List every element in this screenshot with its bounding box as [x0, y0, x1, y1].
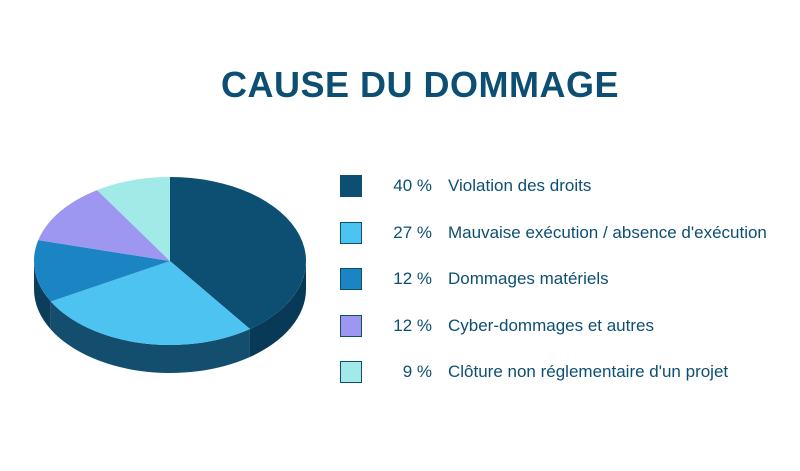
pie-slice	[97, 177, 170, 261]
legend-item: 40 % Violation des droits	[340, 171, 767, 201]
legend-swatch	[340, 268, 362, 290]
chart-title: CAUSE DU DOMMAGE	[220, 64, 619, 105]
pie-slice	[33, 240, 171, 302]
legend-item: 27 % Mauvaise exécution / absence d'exéc…	[340, 218, 767, 248]
legend-label: Cyber-dommages et autres	[448, 315, 654, 335]
legend-percent: 9 %	[402, 362, 432, 381]
pie-sides	[34, 261, 306, 374]
legend-label: Mauvaise exécution / absence d'exécution	[448, 222, 767, 242]
legend-swatch	[340, 221, 362, 244]
legend-percent: 12 %	[393, 315, 432, 335]
legend-item: 12 % Cyber-dommages et autres	[340, 311, 767, 341]
legend-label: Violation des droits	[448, 176, 592, 195]
legend-item: 12 % Dommages matériels	[340, 264, 767, 294]
legend-swatch	[340, 314, 362, 337]
pie-slice-side	[249, 261, 306, 357]
legend: 40 % Violation des droits 27 % Mauvaise …	[340, 171, 767, 404]
pie-slice-side	[50, 301, 250, 374]
pie-slice	[38, 190, 170, 261]
legend-percent: 40 %	[393, 176, 432, 195]
legend-swatch	[340, 175, 362, 197]
pie-slice	[50, 261, 250, 346]
legend-percent: 27 %	[393, 222, 432, 242]
legend-label: Clôture non réglementaire d'un projet	[448, 362, 729, 381]
pie-slice	[170, 177, 307, 329]
legend-item: 9 % Clôture non réglementaire d'un proje…	[340, 357, 767, 387]
pie-slice-side	[34, 261, 51, 330]
legend-percent: 12 %	[393, 269, 432, 288]
legend-swatch	[340, 361, 362, 383]
pie-slices	[33, 177, 307, 346]
legend-label: Dommages matériels	[448, 269, 609, 288]
